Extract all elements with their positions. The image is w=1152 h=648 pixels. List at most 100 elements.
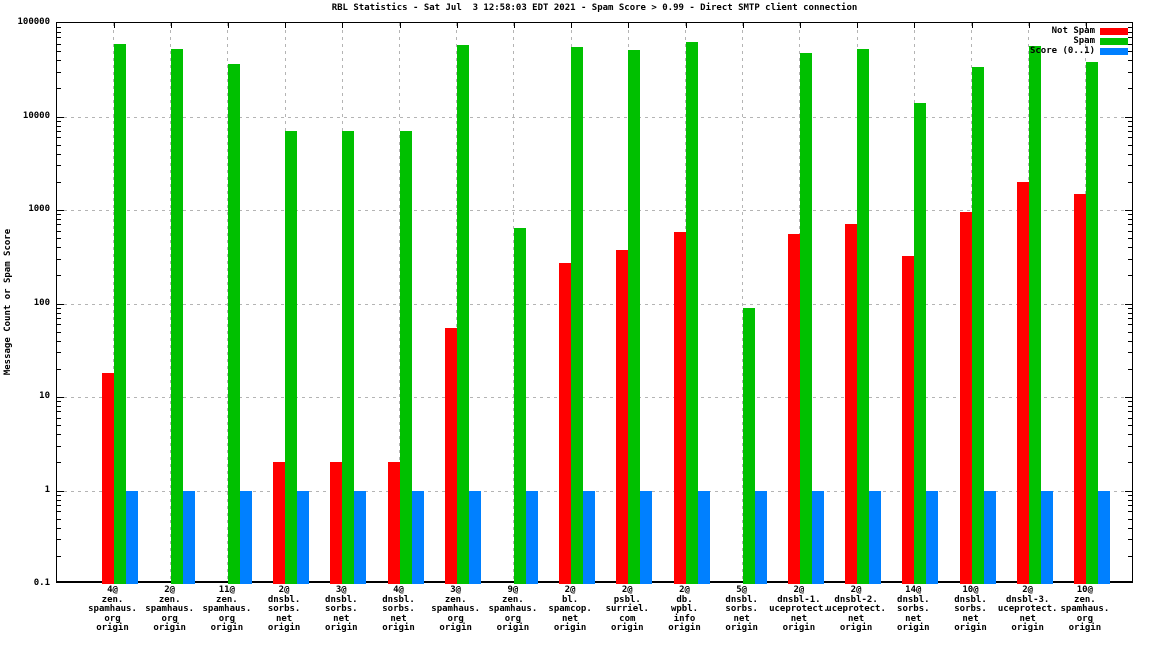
- x-category-line: net: [1019, 613, 1036, 624]
- bar-spam: [857, 48, 870, 584]
- x-category-line: origin: [954, 623, 987, 633]
- bar-not-spam: [387, 462, 400, 584]
- y-minor-tick: [1128, 499, 1132, 501]
- y-minor-tick: [57, 258, 61, 260]
- x-top-tick: [513, 23, 515, 28]
- x-category-line: zen.: [158, 594, 181, 605]
- y-minor-tick: [57, 499, 61, 501]
- y-minor-tick: [1128, 32, 1132, 34]
- bar-not-spam: [616, 250, 629, 584]
- x-category-line: net: [733, 613, 750, 624]
- bar-not-spam: [444, 327, 457, 584]
- x-category-line: psbl.: [613, 594, 641, 605]
- y-minor-tick: [1128, 539, 1132, 541]
- y-minor-tick: [57, 51, 61, 53]
- y-minor-tick: [1128, 494, 1132, 496]
- x-category-line: org: [1076, 613, 1094, 624]
- bar-score-0-1-: [125, 490, 138, 584]
- y-minor-tick: [1128, 125, 1132, 127]
- bar-spam: [685, 42, 698, 584]
- x-category-line: origin: [1011, 623, 1044, 633]
- x-category-line: origin: [153, 623, 186, 633]
- x-category-label: 2@ dnsbl-1. uceprotect. net origin: [767, 585, 831, 634]
- x-category-line: dnsbl.: [954, 594, 987, 605]
- x-category-line: origin: [668, 623, 701, 633]
- x-top-tick: [628, 23, 630, 28]
- x-category-line: uceprotect.: [826, 604, 886, 614]
- x-top-tick: [456, 23, 458, 28]
- x-category-line: origin: [496, 623, 530, 633]
- x-category-line: 2@: [564, 585, 576, 595]
- x-category-line: net: [905, 613, 922, 624]
- x-category-line: net: [561, 613, 579, 624]
- x-category-line: spamhaus.: [488, 604, 538, 614]
- x-category-line: 4@: [393, 585, 404, 595]
- y-tick-label: 10000: [22, 110, 50, 121]
- bar-score-0-1-: [983, 490, 996, 584]
- x-category-line: dnsbl.: [382, 594, 415, 605]
- x-category-label: 2@ db. wpbl. info origin: [653, 585, 717, 634]
- x-top-tick: [914, 23, 916, 28]
- x-category-line: dnsbl-2.: [834, 594, 878, 605]
- y-major-tick: [1125, 210, 1132, 211]
- y-minor-tick: [57, 181, 61, 183]
- y-minor-tick: [57, 504, 61, 506]
- bar-score-0-1-: [297, 490, 310, 584]
- bar-spam: [971, 66, 984, 584]
- x-category-line: sorbs.: [267, 604, 301, 614]
- y-minor-tick: [1128, 165, 1132, 167]
- x-top-tick: [1028, 23, 1030, 28]
- x-category-line: 3@: [335, 585, 347, 595]
- bar-score-0-1-: [583, 490, 596, 584]
- x-category-line: 3@: [450, 585, 462, 595]
- y-minor-tick: [1128, 137, 1132, 139]
- y-minor-tick: [57, 368, 61, 370]
- bar-score-0-1-: [754, 490, 767, 584]
- x-category-line: origin: [839, 623, 873, 633]
- x-category-line: origin: [782, 623, 816, 633]
- y-minor-tick: [57, 417, 61, 419]
- y-minor-tick: [1128, 434, 1132, 436]
- bar-score-0-1-: [926, 490, 939, 584]
- y-minor-tick: [1128, 445, 1132, 447]
- y-minor-tick: [1128, 504, 1132, 506]
- bar-not-spam: [673, 232, 686, 584]
- y-minor-tick: [57, 130, 61, 132]
- y-major-tick: [57, 210, 64, 211]
- y-minor-tick: [1128, 27, 1132, 29]
- y-minor-tick: [57, 247, 61, 249]
- legend-swatch: [1100, 37, 1128, 45]
- x-category-line: spamhaus.: [88, 604, 137, 614]
- bar-spam: [342, 130, 355, 584]
- y-minor-tick: [57, 165, 61, 167]
- chart-title: RBL Statistics - Sat Jul 3 12:58:03 EDT …: [331, 3, 858, 13]
- x-category-line: 2@: [164, 585, 176, 595]
- y-minor-tick: [1128, 224, 1132, 226]
- bar-not-spam: [559, 263, 572, 584]
- y-tick-label: 1000: [28, 204, 50, 214]
- x-category-line: origin: [897, 623, 930, 633]
- y-tick-label: 0.1: [33, 578, 50, 588]
- x-category-line: 2@: [850, 585, 862, 595]
- x-category-line: 10@: [1076, 585, 1094, 595]
- y-minor-tick: [1128, 555, 1132, 557]
- x-category-line: zen.: [444, 594, 467, 605]
- x-category-line: dnsbl.: [897, 594, 930, 605]
- y-minor-tick: [1128, 43, 1132, 45]
- x-category-label: 10@ zen. spamhaus. org origin: [1053, 585, 1117, 634]
- y-minor-tick: [57, 352, 61, 354]
- y-minor-tick: [57, 518, 61, 520]
- legend-row: Not Spam: [1052, 26, 1128, 36]
- y-minor-tick: [57, 555, 61, 557]
- x-category-line: sorbs.: [897, 604, 930, 614]
- bar-spam: [1085, 62, 1098, 584]
- y-minor-tick: [57, 60, 61, 62]
- x-category-line: 2@: [621, 585, 633, 595]
- y-minor-tick: [57, 539, 61, 541]
- y-minor-tick: [57, 401, 61, 403]
- bar-not-spam: [959, 212, 972, 584]
- plot-area: [56, 22, 1133, 584]
- x-category-label: 5@ dnsbl. sorbs. net origin: [710, 585, 774, 634]
- x-category-line: origin: [439, 623, 472, 633]
- y-minor-tick: [1128, 401, 1132, 403]
